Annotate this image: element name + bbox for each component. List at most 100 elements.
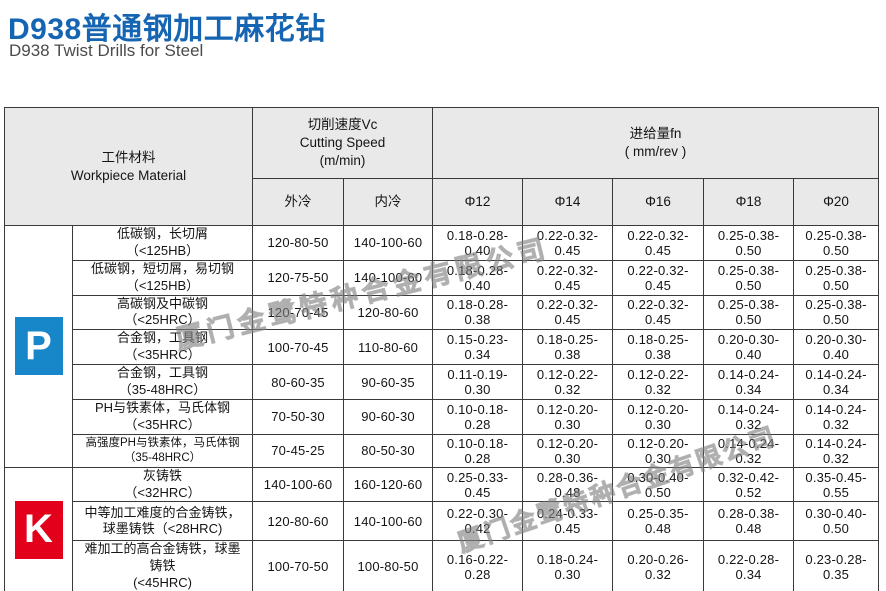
feed-d12-cell: 0.18-0.28-0.40 xyxy=(432,259,524,296)
feed-d16-cell: 0.18-0.25-0.38 xyxy=(612,329,705,366)
speed-int-cell: 160-120-60 xyxy=(343,466,434,503)
speed-int-cell: 90-60-35 xyxy=(343,364,434,400)
speed-int-cell: 90-60-30 xyxy=(343,398,434,435)
page-title: D938普通钢加工麻花钻 xyxy=(8,13,326,46)
table-row: 难加工的高合金铸铁，球墨 铸铁 (<45HRC) 100-70-50 100-8… xyxy=(5,540,880,591)
diameter-header-18: Φ18 xyxy=(703,178,795,226)
feed-d18-cell: 0.32-0.42-0.52 xyxy=(703,466,795,503)
table-row: P 低碳钢，长切屑 （<125HB） 120-80-50 140-100-60 … xyxy=(4,225,880,468)
speed-ext-cell: 140-100-60 xyxy=(252,466,345,503)
material-cell: 高碳钢及中碳钢 （<25HRC） xyxy=(71,294,254,331)
coolant-external-header: 外冷 xyxy=(252,178,345,226)
coolant-internal-header: 内冷 xyxy=(343,178,434,226)
feed-d14-cell: 0.22-0.32-0.45 xyxy=(522,259,614,296)
feed-d14-cell: 0.24-0.33-0.45 xyxy=(522,501,614,542)
table-row: PH与铁素体，马氏体钢 （<35HRC） 70-50-30 90-60-30 0… xyxy=(5,398,880,435)
diameter-header-12: Φ12 xyxy=(432,178,524,226)
material-cell: 低碳钢，短切屑，易切钢 （<125HB） xyxy=(71,259,254,296)
feed-d20-cell: 0.14-0.24-0.32 xyxy=(793,398,880,435)
feed-d16-cell: 0.20-0.26-0.32 xyxy=(612,540,705,591)
speed-int-cell: 140-100-60 xyxy=(343,259,434,296)
feed-d14-cell: 0.18-0.25-0.38 xyxy=(522,329,614,366)
material-cell: 合金钢，工具钢 （35-48HRC） xyxy=(71,364,254,400)
feed-d16-cell: 0.12-0.22-0.32 xyxy=(612,364,705,400)
speed-ext-cell: 70-45-25 xyxy=(252,433,345,468)
speed-int-cell: 100-80-50 xyxy=(343,540,434,591)
feed-d16-cell: 0.22-0.32-0.45 xyxy=(612,225,705,261)
material-cell: 难加工的高合金铸铁，球墨 铸铁 (<45HRC) xyxy=(71,540,254,591)
speed-ext-cell: 120-80-60 xyxy=(252,501,345,542)
diameter-header-20: Φ20 xyxy=(793,178,880,226)
table-row: 低碳钢，短切屑，易切钢 （<125HB） 120-75-50 140-100-6… xyxy=(5,259,880,296)
workpiece-material-header: 工件材料 Workpiece Material xyxy=(3,107,254,226)
feed-d14-cell: 0.12-0.20-0.30 xyxy=(522,433,614,468)
table-row: 合金钢，工具钢 （35-48HRC） 80-60-35 90-60-35 0.1… xyxy=(5,364,880,400)
feed-d16-cell: 0.12-0.20-0.30 xyxy=(612,398,705,435)
feed-d20-cell: 0.14-0.24-0.34 xyxy=(793,364,880,400)
feed-d14-cell: 0.12-0.22-0.32 xyxy=(522,364,614,400)
feed-d18-cell: 0.20-0.30-0.40 xyxy=(703,329,795,366)
feed-d18-cell: 0.25-0.38-0.50 xyxy=(703,294,795,331)
table-row: K 灰铸铁 （<32HRC） 140-100-60 160-120-60 0.2… xyxy=(4,466,880,591)
feed-d12-cell: 0.10-0.18-0.28 xyxy=(432,433,524,468)
feed-d14-cell: 0.22-0.32-0.45 xyxy=(522,225,614,261)
feed-d20-cell: 0.25-0.38-0.50 xyxy=(793,259,880,296)
speed-int-cell: 140-100-60 xyxy=(343,225,434,261)
speed-ext-cell: 100-70-45 xyxy=(252,329,345,366)
iso-k-group-cell: K xyxy=(4,466,73,591)
feed-d18-cell: 0.28-0.38-0.48 xyxy=(703,501,795,542)
feed-d12-cell: 0.16-0.22-0.28 xyxy=(432,540,524,591)
speed-int-cell: 80-50-30 xyxy=(343,433,434,468)
feed-d14-cell: 0.18-0.24-0.30 xyxy=(522,540,614,591)
feed-d18-cell: 0.14-0.24-0.34 xyxy=(703,364,795,400)
feed-d20-cell: 0.14-0.24-0.32 xyxy=(793,433,880,468)
feed-d20-cell: 0.30-0.40-0.50 xyxy=(793,501,880,542)
speed-ext-cell: 120-80-50 xyxy=(252,225,345,261)
speed-int-cell: 140-100-60 xyxy=(343,501,434,542)
feed-d18-cell: 0.22-0.28-0.34 xyxy=(703,540,795,591)
cutting-data-table: 工件材料 Workpiece Material 切削速度Vc Cutting S… xyxy=(3,107,880,591)
speed-ext-cell: 100-70-50 xyxy=(252,540,345,591)
speed-int-cell: 120-80-60 xyxy=(343,294,434,331)
feed-d20-cell: 0.25-0.38-0.50 xyxy=(793,294,880,331)
material-cell: 合金钢，工具钢 （<35HRC） xyxy=(71,329,254,366)
feed-d16-cell: 0.22-0.32-0.45 xyxy=(612,294,705,331)
feed-d12-cell: 0.22-0.30-0.42 xyxy=(432,501,524,542)
material-cell: 高强度PH与铁素体，马氏体钢 （35-48HRC） xyxy=(71,433,254,468)
table-row: 中等加工难度的合金铸铁， 球墨铸铁（<28HRC) 120-80-60 140-… xyxy=(5,501,880,542)
material-cell: 灰铸铁 （<32HRC） xyxy=(71,466,254,503)
material-cell: 低碳钢，长切屑 （<125HB） xyxy=(71,225,254,261)
feed-d12-cell: 0.18-0.28-0.40 xyxy=(432,225,524,261)
feed-d14-cell: 0.12-0.20-0.30 xyxy=(522,398,614,435)
feed-d12-cell: 0.10-0.18-0.28 xyxy=(432,398,524,435)
feed-d16-cell: 0.22-0.32-0.45 xyxy=(612,259,705,296)
feed-d16-cell: 0.12-0.20-0.30 xyxy=(612,433,705,468)
iso-p-badge: P xyxy=(14,317,63,376)
diameter-header-16: Φ16 xyxy=(612,178,705,226)
feed-d12-cell: 0.25-0.33-0.45 xyxy=(432,466,524,503)
material-cell: PH与铁素体，马氏体钢 （<35HRC） xyxy=(71,398,254,435)
feed-d20-cell: 0.35-0.45-0.55 xyxy=(793,466,880,503)
feed-d18-cell: 0.14-0.24-0.32 xyxy=(703,433,795,468)
speed-ext-cell: 80-60-35 xyxy=(252,364,345,400)
speed-ext-cell: 70-50-30 xyxy=(252,398,345,435)
iso-k-badge: K xyxy=(14,500,63,559)
feed-rate-header: 进给量fn ( mm/rev ) xyxy=(432,107,880,179)
table-row: 高强度PH与铁素体，马氏体钢 （35-48HRC） 70-45-25 80-50… xyxy=(5,433,880,468)
feed-d14-cell: 0.28-0.36-0.48 xyxy=(522,466,614,503)
cutting-speed-header: 切削速度Vc Cutting Speed (m/min) xyxy=(252,107,434,179)
speed-ext-cell: 120-75-50 xyxy=(252,259,345,296)
feed-d20-cell: 0.20-0.30-0.40 xyxy=(793,329,880,366)
feed-d18-cell: 0.14-0.24-0.32 xyxy=(703,398,795,435)
speed-ext-cell: 120-70-45 xyxy=(252,294,345,331)
feed-d14-cell: 0.22-0.32-0.45 xyxy=(522,294,614,331)
page-subtitle: D938 Twist Drills for Steel xyxy=(9,41,204,60)
feed-d18-cell: 0.25-0.38-0.50 xyxy=(703,259,795,296)
feed-d18-cell: 0.25-0.38-0.50 xyxy=(703,225,795,261)
feed-d20-cell: 0.23-0.28-0.35 xyxy=(793,540,880,591)
diameter-header-14: Φ14 xyxy=(522,178,614,226)
feed-d12-cell: 0.18-0.28-0.38 xyxy=(432,294,524,331)
feed-d12-cell: 0.15-0.23-0.34 xyxy=(432,329,524,366)
table-row: 高碳钢及中碳钢 （<25HRC） 120-70-45 120-80-60 0.1… xyxy=(5,294,880,331)
